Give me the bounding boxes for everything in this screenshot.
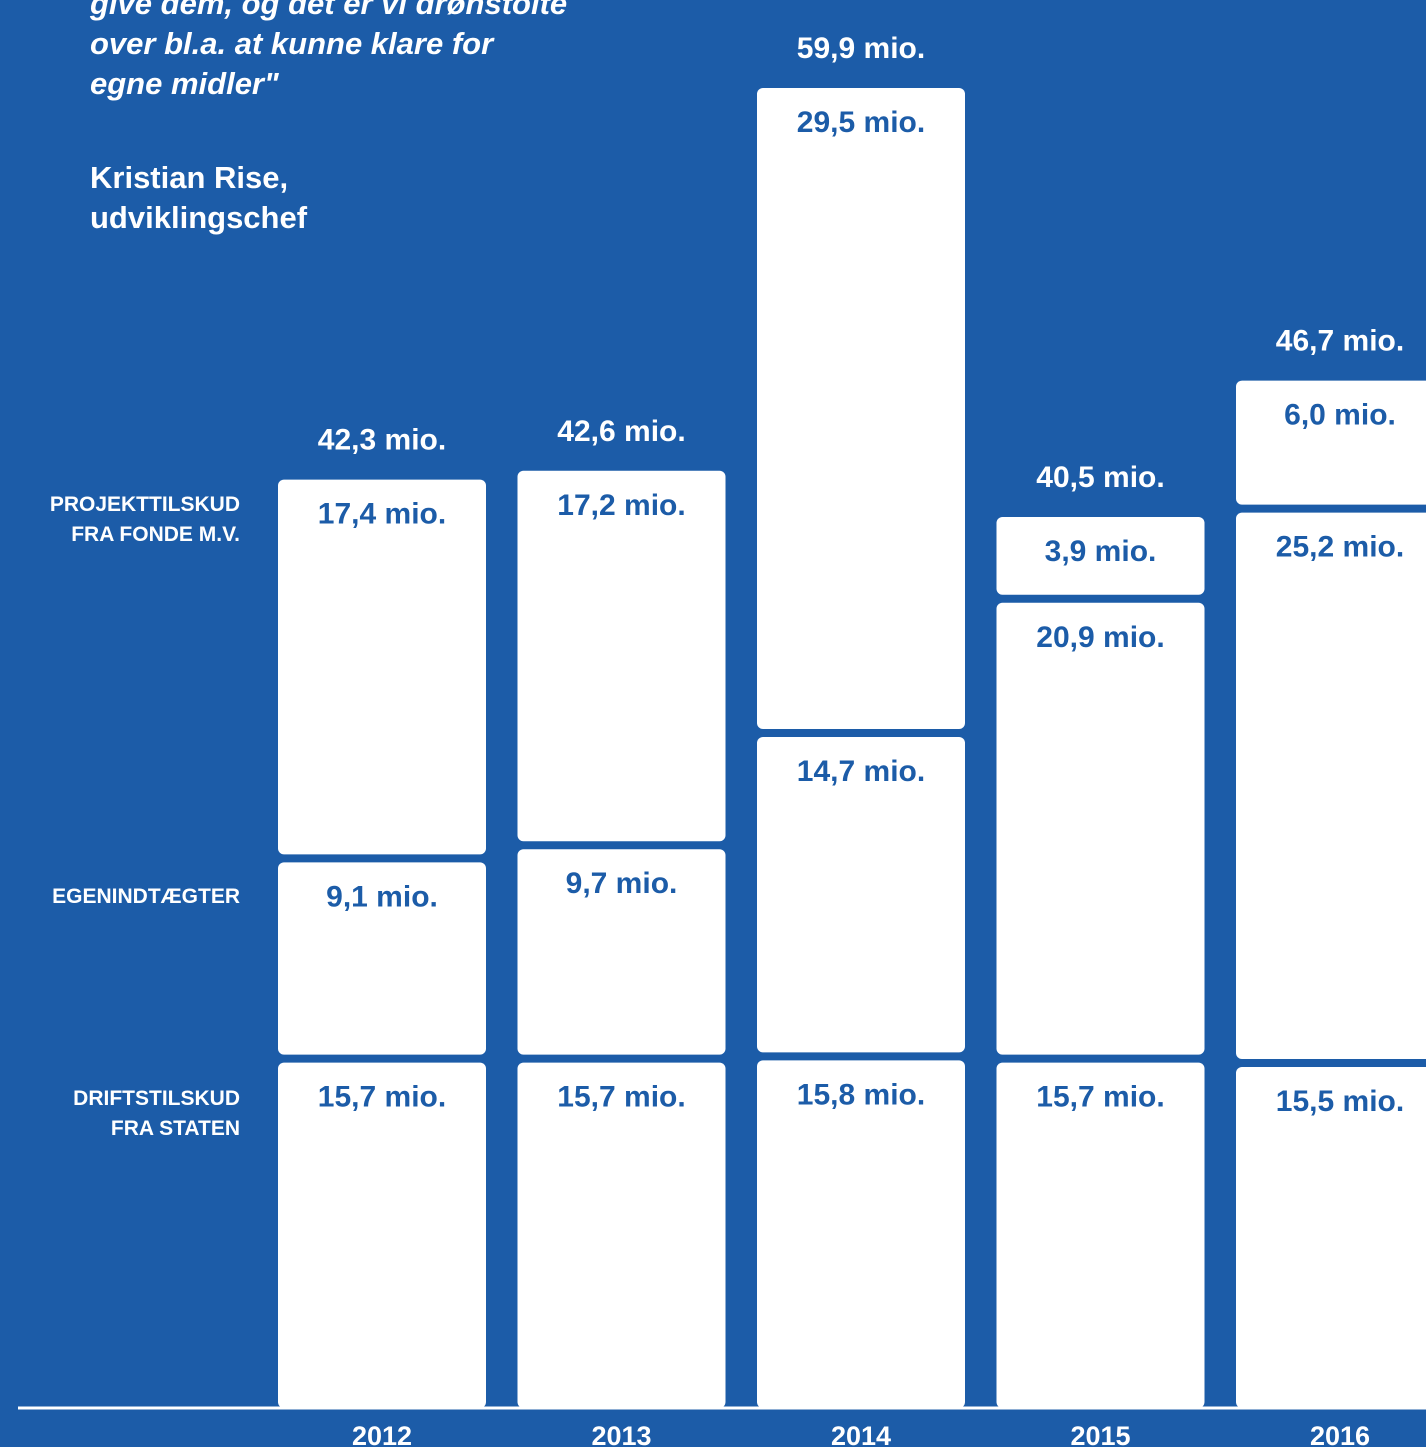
year-tick-label: 2016 [1310, 1421, 1370, 1447]
bar-segment-label: 15,7 mio. [318, 1081, 446, 1114]
bar-segment-label: 15,7 mio. [557, 1081, 685, 1114]
bar-segment-label: 3,9 mio. [1045, 535, 1157, 568]
category-label-egen: EGENINDTÆGTER [52, 882, 240, 912]
bar-total-label: 46,7 mio. [1276, 325, 1404, 358]
bar-total-label: 40,5 mio. [1036, 461, 1164, 494]
category-label-line: FRA STATEN [110, 1117, 240, 1140]
quote-line: egne midler" [90, 66, 279, 101]
year-tick-label: 2014 [831, 1421, 891, 1447]
bar-segment-label: 15,8 mio. [797, 1078, 925, 1111]
year-tick-label: 2012 [352, 1421, 412, 1447]
year-tick-label: 2013 [591, 1421, 651, 1447]
bar-segment [517, 470, 726, 842]
bar-segment-label: 17,2 mio. [557, 489, 685, 522]
bar-segment [278, 479, 486, 855]
quote-text: give dem, og det er vi drønstolte over b… [90, 0, 567, 104]
bar-segment [996, 1062, 1205, 1408]
bar-segment [996, 517, 1205, 595]
bar-segment [1236, 380, 1426, 505]
bar-total-label: 42,3 mio. [318, 424, 446, 457]
bar-total-label: 42,6 mio. [557, 415, 685, 448]
bar-segment [517, 849, 726, 1055]
bar-segment-label: 20,9 mio. [1036, 621, 1164, 654]
bar-segment-label: 15,5 mio. [1276, 1085, 1404, 1118]
bar-segment [278, 862, 486, 1055]
quote-author: Kristian Rise, udviklingschef [90, 158, 307, 238]
author-name: Kristian Rise, [90, 160, 289, 195]
category-label-line: DRIFTSTILSKUD [73, 1087, 240, 1110]
bar-segment-label: 6,0 mio. [1284, 399, 1396, 432]
quote-line: over bl.a. at kunne klare for [90, 26, 494, 61]
bar-segment-label: 25,2 mio. [1276, 531, 1404, 564]
category-label-line: FRA FONDE M.V. [71, 523, 240, 546]
category-label-drift: DRIFTSTILSKUD FRA STATEN [73, 1084, 240, 1144]
bar-segment-label: 14,7 mio. [797, 755, 925, 788]
bar-segment [757, 1060, 965, 1408]
year-tick-label: 2015 [1070, 1421, 1130, 1447]
quote-line: give dem, og det er vi drønstolte [90, 0, 568, 21]
category-label-projekt: PROJEKTTILSKUD FRA FONDE M.V. [50, 490, 240, 550]
bar-segment [278, 1062, 486, 1408]
category-label-line: EGENINDTÆGTER [52, 885, 240, 908]
bar-segment-label: 17,4 mio. [318, 498, 446, 531]
bar-segment [1236, 1067, 1426, 1408]
bar-total-label: 59,9 mio. [797, 32, 925, 65]
author-title: udviklingschef [90, 200, 308, 235]
bar-segment-label: 9,1 mio. [326, 880, 438, 913]
bar-segment [757, 737, 965, 1053]
bar-segment [757, 88, 965, 729]
bar-segment-label: 29,5 mio. [797, 106, 925, 139]
category-label-line: PROJEKTTILSKUD [49, 493, 240, 516]
bar-segment [996, 602, 1205, 1055]
bar-segment [1236, 512, 1426, 1059]
bar-segment [517, 1062, 726, 1408]
bar-segment-label: 9,7 mio. [566, 867, 678, 900]
bar-segment-label: 15,7 mio. [1036, 1081, 1164, 1114]
